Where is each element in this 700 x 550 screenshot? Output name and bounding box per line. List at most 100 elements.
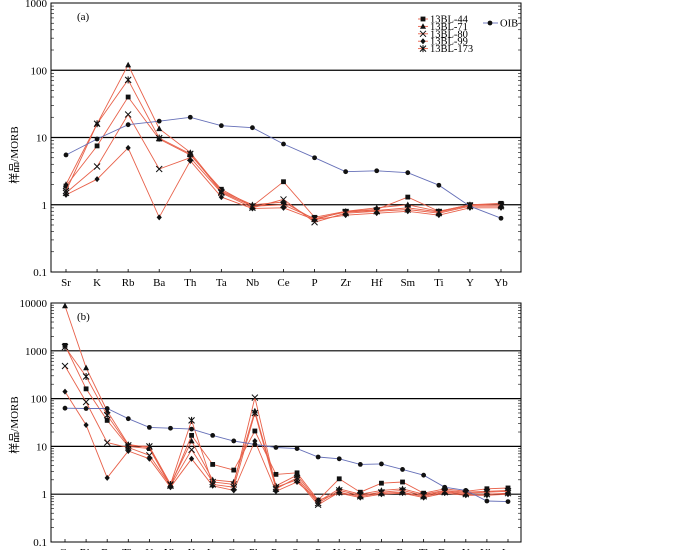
x-tick-label: Pr: [271, 547, 281, 550]
x-tick-label: Nb: [164, 547, 178, 550]
x-tick-label: P: [312, 277, 318, 289]
x-tick-label: Sr: [61, 277, 71, 289]
data-point: [436, 182, 442, 188]
data-point: [103, 411, 111, 419]
chart-panel-b: 0.1 1 10 100 1000 10000 Cs Rb Ba Th U Nb K La Ce Pb Pr Sr…: [7, 298, 522, 550]
data-point: [155, 165, 163, 173]
data-point: [94, 136, 100, 142]
data-point: [146, 455, 152, 462]
x-tick-label: Hf: [371, 277, 383, 289]
legend-marker: [420, 16, 426, 22]
data-point: [483, 488, 491, 496]
x-tick-label: Dy: [438, 547, 452, 550]
data-point: [217, 188, 225, 196]
legend-label: OIB: [500, 19, 518, 30]
series-line: [64, 391, 509, 501]
y-axis-title: 样品/MORB: [7, 126, 21, 183]
data-point: [404, 204, 412, 212]
data-point: [230, 483, 238, 491]
data-point: [125, 61, 132, 68]
data-point: [188, 416, 195, 424]
y-tick-label: 10: [36, 133, 48, 145]
data-point: [231, 467, 237, 473]
data-point: [342, 208, 350, 216]
y-tick-label: 10000: [20, 298, 48, 310]
data-point: [187, 114, 193, 120]
data-point: [167, 480, 174, 488]
data-point: [294, 446, 300, 451]
y-tick-label: 100: [31, 394, 48, 406]
data-point: [273, 445, 279, 450]
data-point: [314, 499, 322, 507]
data-point: [281, 141, 286, 147]
legend-label: 13BL-99: [430, 37, 468, 48]
data-point: [281, 179, 286, 185]
x-tick-label: Sm: [400, 277, 415, 289]
x-tick-label: Ba: [153, 277, 165, 289]
x-tick-label: Pb: [249, 547, 261, 550]
data-point: [186, 150, 194, 158]
x-tick-label: Lu: [502, 547, 515, 550]
legend-label: 13BL-71: [430, 22, 468, 33]
data-point: [156, 118, 162, 124]
x-tick-label: K: [188, 547, 196, 550]
data-point: [146, 451, 153, 459]
data-point: [251, 394, 259, 401]
data-point: [484, 498, 490, 504]
data-point: [311, 215, 318, 223]
data-point: [356, 491, 364, 499]
panel-label: (a): [77, 11, 90, 23]
x-tick-label: Ta: [216, 277, 227, 289]
data-point: [252, 442, 258, 447]
x-tick-label: Cs: [59, 547, 71, 550]
y-axis-title: 样品/MORB: [7, 396, 21, 453]
data-point: [405, 194, 411, 200]
legend-marker: [419, 45, 427, 53]
data-point: [156, 125, 163, 132]
x-tick-label: Y: [462, 547, 470, 550]
data-point: [374, 168, 380, 174]
data-point: [373, 207, 381, 215]
data-point: [405, 170, 411, 176]
series-oib: [62, 405, 511, 505]
data-point: [497, 201, 505, 209]
data-point: [63, 181, 69, 187]
data-point: [400, 479, 405, 485]
x-tick-label: K: [93, 277, 101, 289]
data-point: [62, 187, 70, 195]
data-point: [210, 432, 216, 438]
data-point: [442, 484, 448, 490]
data-point: [379, 461, 384, 467]
panel-label: (b): [77, 311, 90, 323]
data-point: [400, 467, 405, 472]
x-tick-label: U: [145, 547, 153, 550]
data-point: [209, 480, 217, 488]
data-point: [280, 196, 287, 203]
legend-marker: [487, 20, 493, 26]
data-point: [315, 454, 321, 460]
data-point: [505, 499, 511, 505]
x-tick-label: Yb: [480, 547, 494, 550]
chart-panel-a: 0.1 1 10 100 1000 Sr K Rb Ba Th Ta Nb Ce P Zr Hf Sm Ti Y Yb…: [7, 0, 522, 289]
data-point: [252, 428, 258, 434]
data-point: [61, 343, 69, 351]
data-point: [63, 191, 69, 198]
data-point: [357, 462, 363, 467]
x-tick-label: Zr: [355, 547, 366, 550]
data-point: [168, 425, 173, 431]
x-tick-label: Y: [466, 277, 474, 289]
data-point: [124, 76, 132, 84]
x-tick-label: Eu: [396, 547, 409, 550]
series-line: [64, 345, 509, 501]
data-point: [94, 143, 100, 149]
x-tick-label: Ti: [419, 547, 428, 550]
y-tick-label: 0.1: [33, 537, 47, 549]
data-point: [231, 438, 237, 444]
data-point: [146, 424, 152, 430]
series-line: [64, 346, 509, 504]
data-point: [61, 362, 69, 370]
data-point: [188, 437, 195, 444]
plot-frame: [50, 2, 522, 273]
